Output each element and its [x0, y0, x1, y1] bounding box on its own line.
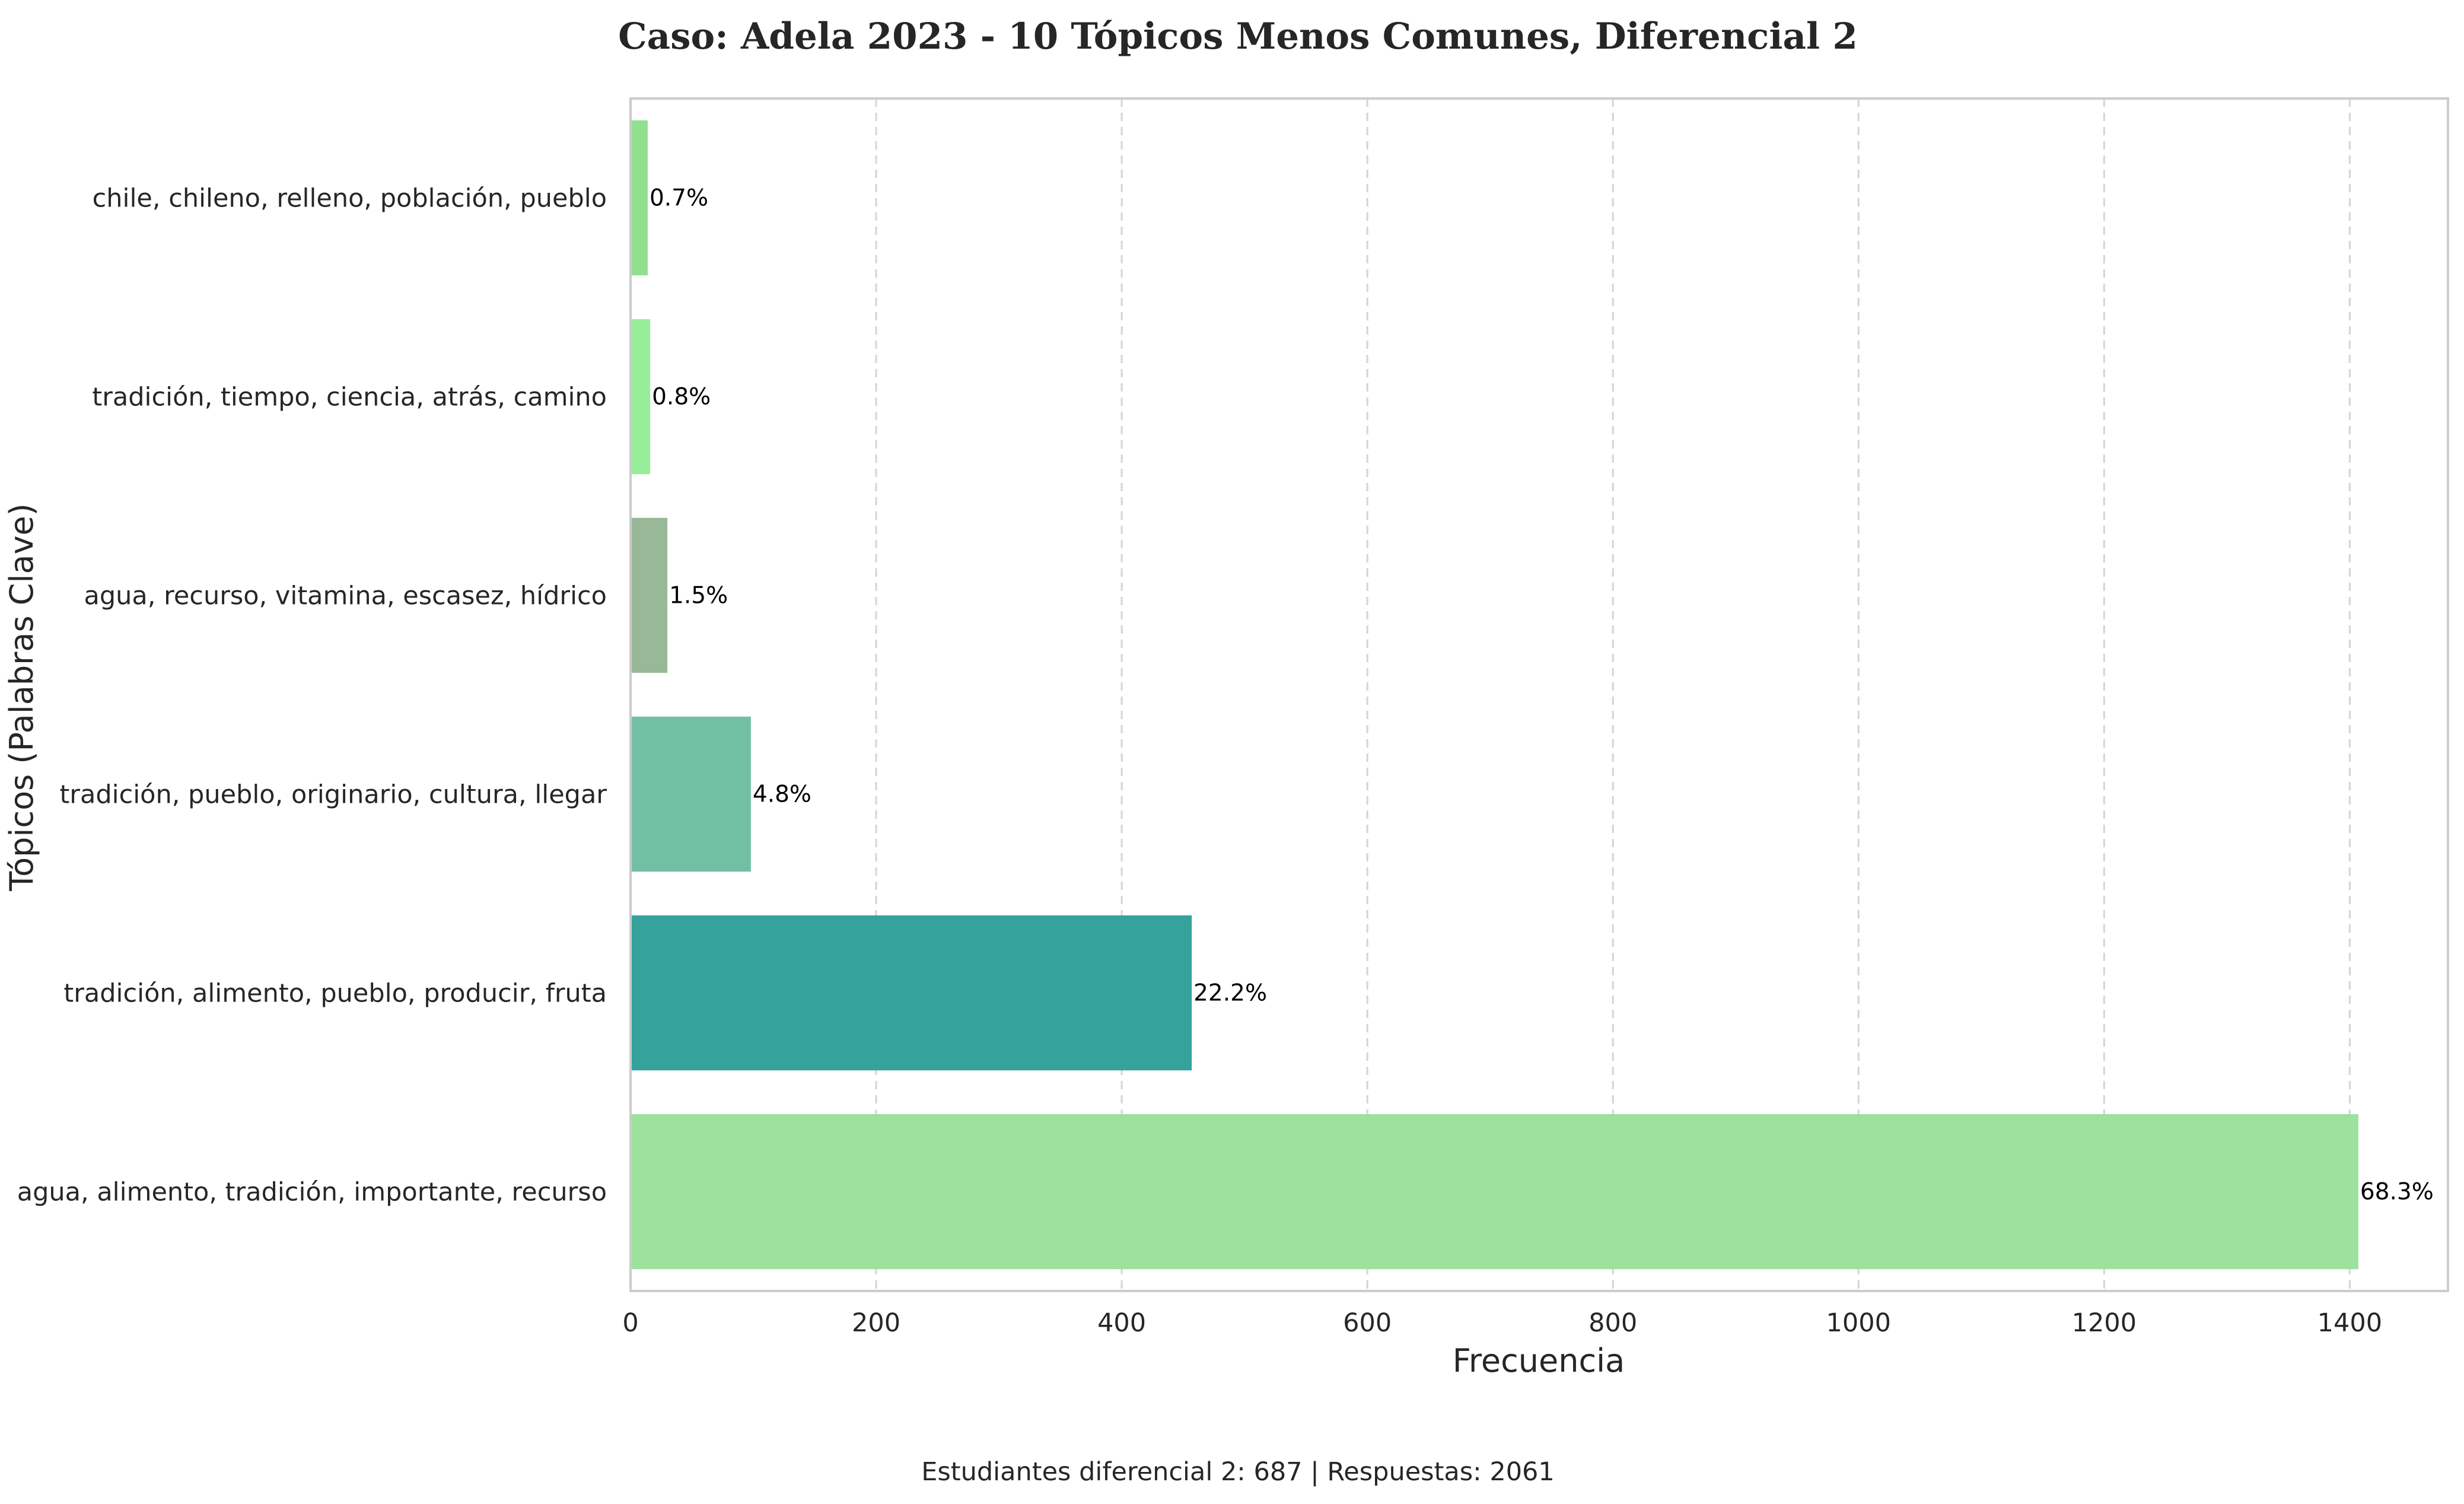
bar [632, 915, 1192, 1071]
bar-value-label: 1.5% [669, 583, 728, 609]
bar-value-label: 0.8% [652, 384, 711, 411]
x-tick-label: 1000 [1826, 1308, 1891, 1338]
bar [632, 716, 751, 872]
bar [632, 517, 668, 673]
bars [632, 120, 2358, 1270]
plot-frame [629, 97, 2449, 1292]
chart-title: Caso: Adela 2023 - 10 Tópicos Menos Comu… [618, 15, 1858, 58]
x-tick-label: 0 [622, 1308, 638, 1338]
x-tick-label: 1200 [2072, 1308, 2137, 1338]
bar [632, 120, 648, 276]
value-labels: 0.7% 0.8% 1.5% 4.8% 22.2% 68.3% [650, 185, 2434, 1206]
y-tick-label: agua, alimento, tradición, importante, r… [17, 1178, 607, 1207]
y-tick-label: chile, chileno, relleno, población, pueb… [93, 184, 607, 214]
bar-value-label: 0.7% [650, 185, 708, 212]
bar [632, 1114, 2358, 1270]
bar-value-label: 68.3% [2360, 1179, 2434, 1206]
y-tick-label: agua, recurso, vitamina, escasez, hídric… [84, 581, 607, 611]
y-axis-label: Tópicos (Palabras Clave) [3, 503, 40, 891]
x-axis-label: Frecuencia [1453, 1342, 1625, 1379]
footer-note: Estudiantes diferencial 2: 687 | Respues… [921, 1457, 1555, 1487]
bar [632, 319, 651, 475]
x-tick-label: 600 [1343, 1308, 1392, 1338]
x-tick-label: 200 [852, 1308, 900, 1338]
y-tick-label: tradición, pueblo, originario, cultura, … [59, 780, 607, 810]
bar-value-label: 22.2% [1193, 980, 1267, 1007]
bar-value-label: 4.8% [753, 781, 811, 808]
y-tick-label: tradición, tiempo, ciencia, atrás, camin… [92, 383, 607, 412]
y-axis-ticks: chile, chileno, relleno, población, pueb… [17, 184, 607, 1207]
x-tick-label: 1400 [2317, 1308, 2382, 1338]
x-axis-ticks: 0 200 400 600 800 1000 1200 1400 [622, 1308, 2382, 1338]
y-tick-label: tradición, alimento, pueblo, producir, f… [63, 979, 607, 1009]
x-tick-label: 400 [1097, 1308, 1146, 1338]
x-tick-label: 800 [1588, 1308, 1637, 1338]
